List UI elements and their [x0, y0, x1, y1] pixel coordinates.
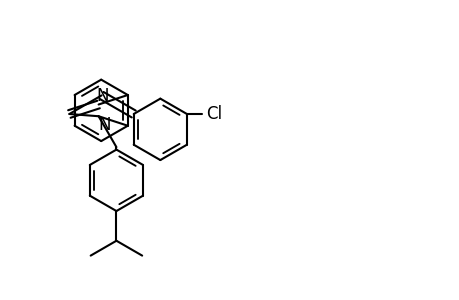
Text: Cl: Cl: [206, 105, 222, 123]
Text: N: N: [96, 87, 109, 105]
Text: N: N: [98, 116, 111, 134]
